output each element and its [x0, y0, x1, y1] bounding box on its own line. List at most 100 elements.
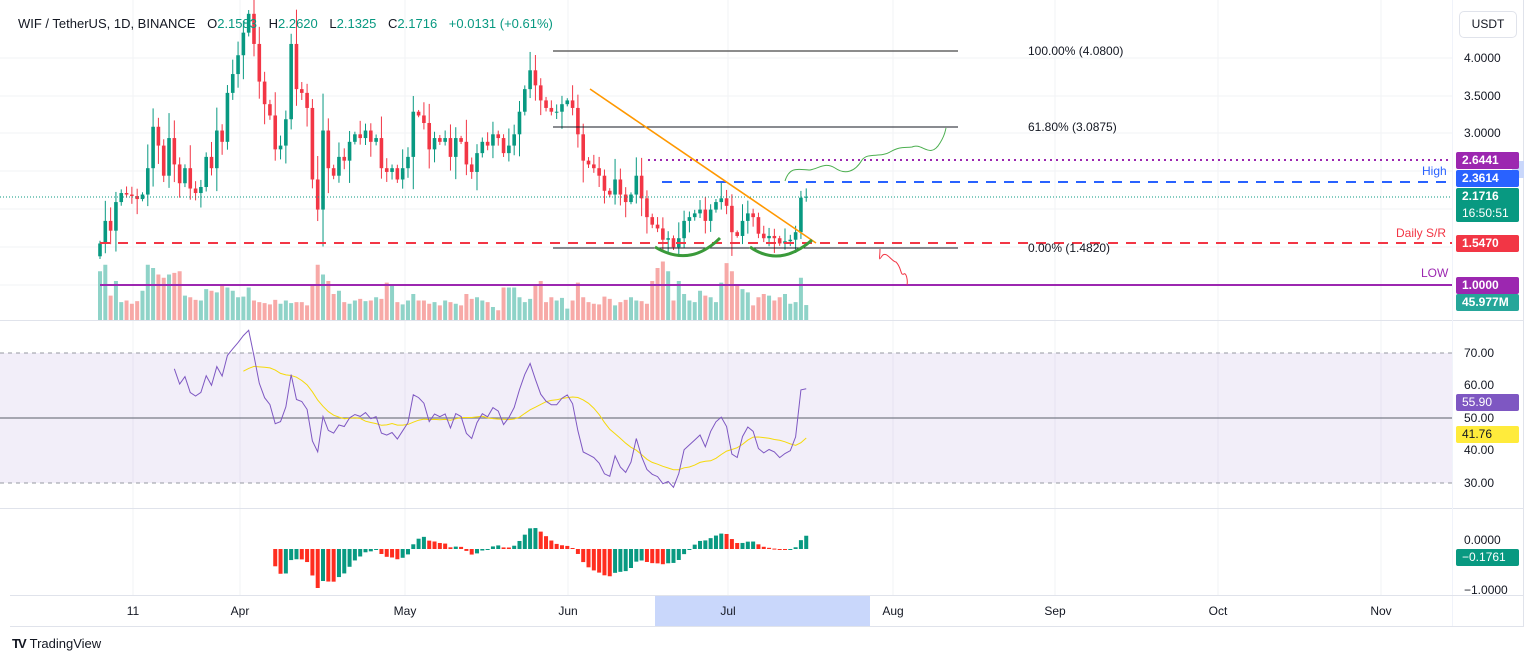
candle-body [507, 145, 511, 154]
macd-bar [321, 549, 326, 582]
volume-bar [602, 296, 607, 320]
change-value: +0.0131 (+0.61%) [448, 16, 553, 31]
candle-body [183, 168, 187, 184]
macd-bar [448, 547, 453, 549]
candle-body [523, 89, 527, 112]
candle-body [544, 100, 548, 108]
volume-bar [713, 302, 718, 320]
volume-bar [416, 300, 421, 320]
volume-bar [522, 302, 527, 320]
candle-body [151, 126, 155, 169]
volume-bar [267, 304, 272, 320]
candle-body [294, 43, 299, 90]
candle-body [666, 238, 670, 240]
macd-bar [565, 545, 570, 549]
candle-body [108, 220, 113, 231]
candle-body [751, 213, 755, 218]
candle-body [623, 194, 628, 203]
rsi-ma-line [243, 365, 807, 471]
volume-bar [655, 268, 660, 320]
candle-body [188, 168, 193, 189]
macd-bar [379, 549, 384, 554]
macd-bar [331, 549, 336, 582]
candle-body [703, 209, 708, 221]
volume-bar [177, 271, 182, 320]
volume-bar [629, 297, 633, 320]
candle-body [299, 89, 304, 93]
rounded-bottom-arc-1[interactable] [654, 236, 722, 258]
bullish-projection-path[interactable] [784, 127, 947, 182]
volume-bar [698, 290, 703, 320]
volume-bar [644, 303, 649, 320]
macd-bar [405, 549, 410, 555]
candle-body [353, 134, 357, 142]
macd-bar [745, 541, 750, 549]
macd-bar [443, 543, 448, 549]
volume-bar [735, 285, 740, 320]
candle-body [390, 168, 394, 172]
candle-body [650, 217, 655, 225]
volume-bar [140, 290, 145, 320]
close-value: 2.1716 [397, 16, 438, 31]
candle-body [586, 160, 591, 165]
bearish-projection-path[interactable] [879, 248, 908, 286]
tradingview-logo[interactable]: TV TradingView [12, 636, 101, 651]
volume-bar [437, 305, 442, 320]
rsi-tick-label: 50.00 [1464, 411, 1494, 425]
candle-body [230, 74, 235, 93]
macd-bar [305, 549, 310, 563]
rounded-bottom-arc-2[interactable] [749, 238, 813, 258]
open-label: O [207, 16, 218, 31]
macd-bar [623, 549, 628, 572]
time-tick-label: Apr [231, 604, 250, 618]
candle-body [241, 32, 246, 56]
volume-label: 45.977M [1456, 294, 1519, 311]
volume-bar [464, 294, 469, 320]
volume-bar [129, 303, 134, 320]
macd-bar [299, 549, 304, 560]
macd-bar [384, 549, 389, 557]
volume-bar [544, 302, 549, 320]
candle-body [740, 220, 745, 236]
volume-bar [798, 277, 803, 320]
descending-trendline[interactable] [589, 88, 817, 244]
volume-bar [172, 272, 177, 320]
low-label: L [329, 16, 337, 31]
macd-bar [485, 549, 490, 550]
macd-bar [554, 543, 559, 549]
candle-body [427, 123, 432, 150]
candle-body [629, 194, 633, 203]
candle-body [756, 217, 761, 234]
volume-bar [512, 287, 517, 320]
volume-bar [549, 297, 554, 320]
candle-body [374, 138, 378, 142]
price-tick-label: 3.0000 [1464, 126, 1501, 140]
macd-histogram [273, 528, 809, 588]
volume-bar [767, 295, 772, 320]
volume-bar [305, 305, 310, 320]
time-tick-label: Jun [558, 604, 577, 618]
candle-body [464, 141, 469, 165]
volume-bar [188, 297, 193, 320]
volume-bar [793, 302, 798, 320]
volume-bar [772, 300, 777, 320]
volume-bar [554, 300, 559, 320]
macd-bar [294, 549, 299, 560]
volume-bar [262, 303, 267, 320]
candle-body [432, 138, 437, 150]
fib-618-label: 61.80% (3.0875) [1028, 120, 1117, 134]
volume-bar [225, 287, 230, 320]
candle-body [602, 175, 607, 191]
candle-body [724, 198, 729, 206]
currency-button[interactable]: USDT [1459, 11, 1517, 38]
time-tick-label: Aug [882, 604, 903, 618]
volume-bar [379, 298, 384, 320]
price-tick-label: 3.5000 [1464, 89, 1501, 103]
symbol-title[interactable]: WIF / TetherUS, 1D, BINANCE [18, 16, 196, 31]
volume-bar [246, 287, 251, 320]
volume-bar [761, 294, 766, 320]
candle-body [788, 239, 793, 242]
candle-body [411, 111, 416, 157]
daily-sr-annotation: Daily S/R [1396, 226, 1447, 240]
